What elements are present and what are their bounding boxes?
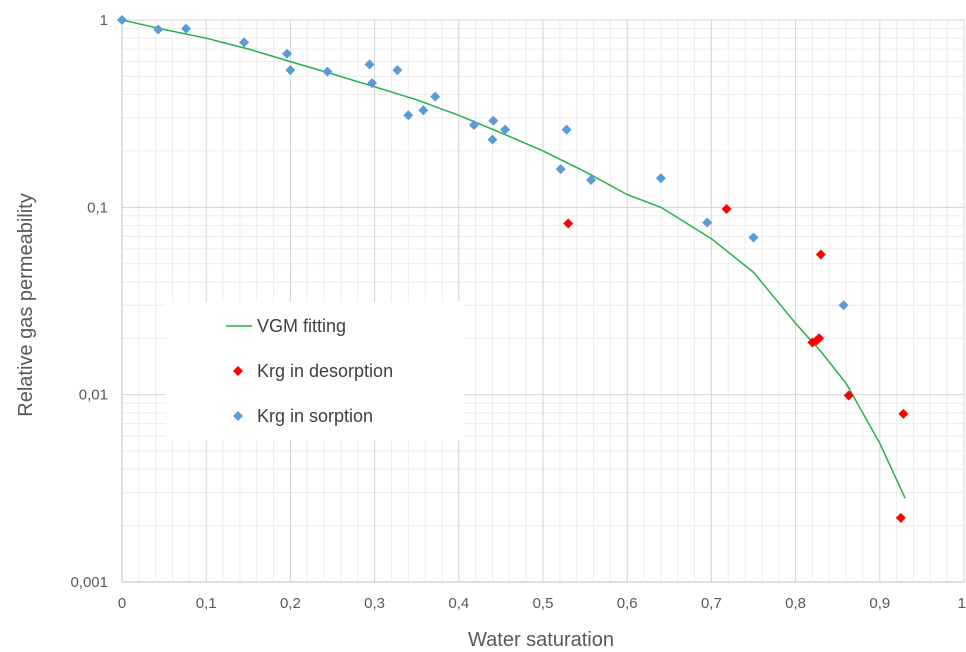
desorption-point: [815, 249, 826, 260]
x-tick-label: 1: [958, 595, 966, 612]
sorption-point: [117, 15, 127, 25]
desorption-point: [895, 512, 906, 523]
y-tick-label: 0,1: [87, 199, 108, 216]
sorption-point: [838, 300, 849, 311]
sorption-point: [555, 164, 566, 175]
sorption-point: [561, 124, 572, 135]
x-tick-label: 0,7: [701, 595, 722, 612]
desorption-point: [898, 408, 909, 419]
desorption-point: [814, 333, 825, 344]
sorption-point: [403, 110, 414, 121]
x-tick-label: 0,1: [196, 595, 217, 612]
scatter-points: [117, 15, 909, 523]
legend-label: Krg in desorption: [257, 361, 393, 381]
y-tick-label: 0,01: [79, 387, 108, 404]
y-axis-title: Relative gas permeability: [15, 193, 37, 416]
sorption-point: [702, 217, 713, 228]
desorption-point: [843, 390, 854, 401]
sorption-point: [585, 174, 596, 185]
sorption-point: [364, 59, 375, 70]
desorption-point: [563, 218, 574, 229]
x-tick-labels: 0 0,1 0,2 0,3 0,4 0,5 0,6 0,7 0,8 0,9 1: [118, 595, 966, 612]
sorption-point: [367, 78, 378, 89]
sorption-point: [500, 124, 511, 135]
x-tick-label: 0: [118, 595, 126, 612]
sorption-point: [180, 23, 191, 34]
major-gridlines: [121, 19, 965, 583]
y-tick-label: 0,001: [70, 574, 108, 591]
legend-box: [166, 302, 464, 440]
sorption-point: [430, 91, 441, 102]
x-axis-title: Water saturation: [468, 629, 614, 651]
sorption-point: [748, 232, 759, 243]
x-tick-label: 0,3: [364, 595, 385, 612]
sorption-point: [655, 173, 666, 184]
x-tick-label: 0,2: [280, 595, 301, 612]
minor-gridlines: [122, 20, 964, 582]
legend-label: VGM fitting: [257, 316, 346, 336]
axes: [121, 20, 964, 583]
sorption-point: [239, 37, 250, 48]
sorption-point: [282, 48, 293, 59]
legend-diamond-swatch: [233, 366, 243, 376]
x-tick-label: 0,6: [617, 595, 638, 612]
x-tick-label: 0,9: [869, 595, 890, 612]
sorption-point: [487, 134, 498, 145]
sorption-point: [322, 66, 333, 77]
x-tick-label: 0,8: [785, 595, 806, 612]
sorption-point: [285, 65, 296, 76]
legend-label: Krg in sorption: [257, 406, 373, 426]
y-tick-labels: 1 0,1 0,01 0,001: [70, 12, 108, 591]
x-tick-label: 0,5: [533, 595, 554, 612]
sorption-point: [392, 65, 403, 76]
x-tick-label: 0,4: [448, 595, 469, 612]
legend: VGM fitting Krg in desorption Krg in sorpt…: [166, 302, 464, 440]
desorption-point: [721, 203, 732, 214]
sorption-point: [488, 115, 499, 126]
sorption-point: [468, 120, 479, 131]
sorption-point: [418, 105, 429, 116]
sorption-point: [153, 24, 164, 35]
y-tick-label: 1: [100, 12, 108, 29]
legend-diamond-swatch: [233, 411, 243, 421]
